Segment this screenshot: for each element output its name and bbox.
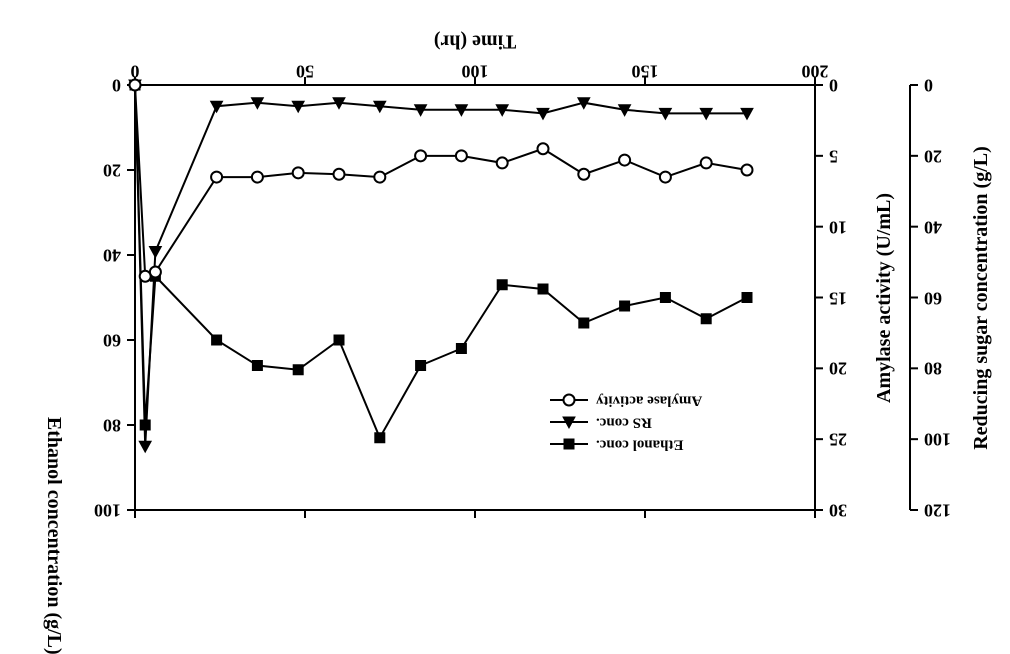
marker-circle-open <box>374 172 385 183</box>
marker-square <box>416 361 426 371</box>
x-axis-label: Time (hr) <box>434 30 516 53</box>
marker-square <box>660 293 670 303</box>
chart-container: 050100150200Time (hr)020406080100Ethanol… <box>0 0 1010 593</box>
yr2-tick-label: 60 <box>924 287 942 308</box>
yleft-tick-label: 20 <box>103 160 121 181</box>
series-amylase <box>135 85 747 276</box>
yleft-tick-label: 40 <box>103 245 121 266</box>
marker-circle-open <box>150 267 161 278</box>
yr1-tick-label: 15 <box>829 287 847 308</box>
yleft-axis-label: Ethanol concentration (g/L) <box>42 416 65 654</box>
marker-circle-open <box>211 172 222 183</box>
legend-label: RS conc. <box>596 414 652 431</box>
x-tick-label: 200 <box>802 61 829 82</box>
yr1-axis-label: Amylase activity (U/mL) <box>873 193 896 403</box>
marker-square <box>497 280 507 290</box>
yleft-tick-label: 0 <box>112 75 121 96</box>
marker-square <box>579 318 589 328</box>
marker-triangle <box>139 441 151 452</box>
marker-circle-open <box>538 143 549 154</box>
marker-square <box>334 335 344 345</box>
marker-circle-open <box>701 157 712 168</box>
yr2-tick-label: 80 <box>924 358 942 379</box>
marker-circle-open <box>456 150 467 161</box>
yleft-tick-label: 60 <box>103 330 121 351</box>
yr1-tick-label: 5 <box>829 145 838 166</box>
yleft-tick-label: 80 <box>103 415 121 436</box>
yr1-tick-label: 20 <box>829 358 847 379</box>
yr2-tick-label: 100 <box>924 429 951 450</box>
legend <box>550 395 588 450</box>
yr1-tick-label: 10 <box>829 216 847 237</box>
chart-svg <box>0 0 1010 593</box>
marker-square <box>538 284 548 294</box>
marker-circle-open <box>293 167 304 178</box>
x-tick-label: 0 <box>131 61 140 82</box>
marker-square <box>701 314 711 324</box>
yleft-tick-label: 100 <box>94 500 121 521</box>
yr2-tick-label: 0 <box>924 75 933 96</box>
marker-square <box>252 361 262 371</box>
yr2-axis-label: Reducing sugar concentration (g/L) <box>970 146 993 450</box>
marker-circle-open <box>660 172 671 183</box>
series-ethanol <box>135 85 747 438</box>
marker-square <box>742 293 752 303</box>
x-tick-label: 150 <box>632 61 659 82</box>
marker-circle-open <box>334 169 345 180</box>
x-tick-label: 100 <box>462 61 489 82</box>
marker-circle-open <box>742 165 753 176</box>
marker-circle-open <box>578 169 589 180</box>
marker-circle-open <box>252 172 263 183</box>
marker-square <box>293 365 303 375</box>
marker-square <box>212 335 222 345</box>
yr1-tick-label: 0 <box>829 75 838 96</box>
yr2-tick-label: 20 <box>924 145 942 166</box>
yr2-tick-label: 120 <box>924 500 951 521</box>
yr2-tick-label: 40 <box>924 216 942 237</box>
marker-square <box>375 433 385 443</box>
marker-circle-open <box>415 150 426 161</box>
x-tick-label: 50 <box>296 61 314 82</box>
yr1-tick-label: 30 <box>829 500 847 521</box>
marker-square <box>456 344 466 354</box>
legend-label: Amylase activity <box>596 392 702 409</box>
marker-triangle <box>149 246 161 257</box>
marker-circle-open <box>619 155 630 166</box>
legend-label: Ethanol conc. <box>596 436 684 453</box>
yr1-tick-label: 25 <box>829 429 847 450</box>
marker-circle-open <box>497 157 508 168</box>
marker-square <box>620 301 630 311</box>
